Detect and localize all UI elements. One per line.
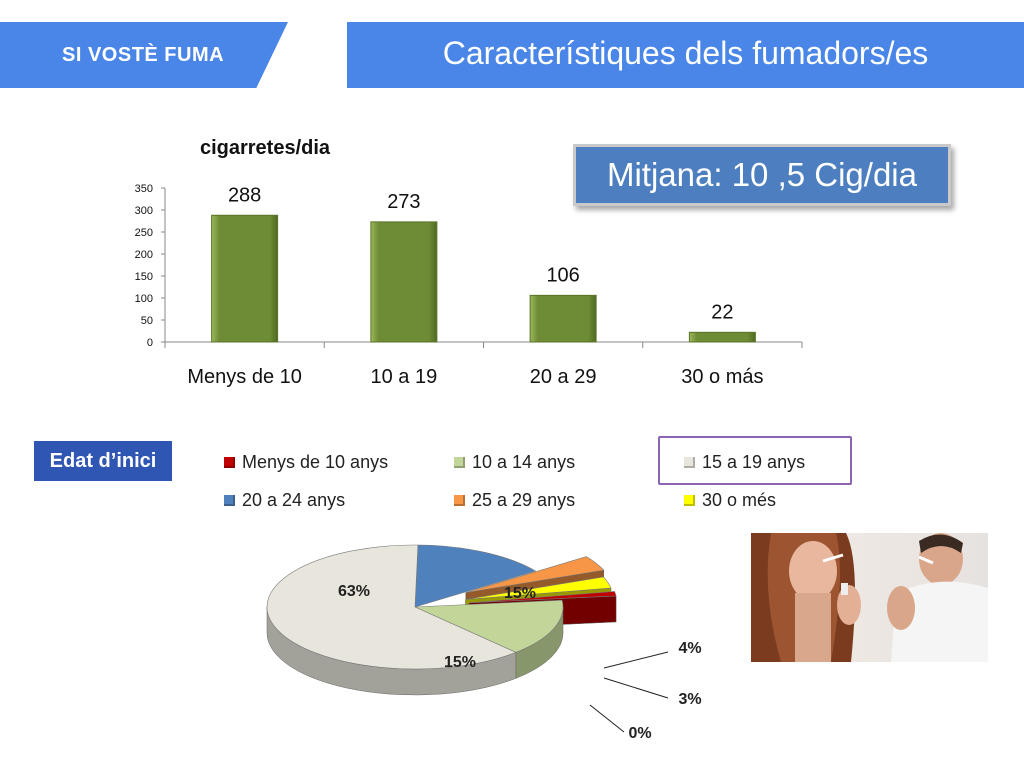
- legend-item: 30 o més: [684, 489, 776, 511]
- legend-swatch: [684, 495, 695, 506]
- y-tick-label: 50: [141, 315, 153, 327]
- legend-label: 20 a 24 anys: [242, 490, 346, 510]
- bar: [211, 214, 279, 343]
- bar-value-label: 273: [387, 191, 420, 213]
- legend-swatch: [224, 495, 235, 506]
- y-tick-label: 100: [135, 293, 153, 305]
- legend-label: 30 o més: [702, 490, 777, 510]
- legend-item: Menys de 10 anys: [224, 451, 388, 473]
- page-title: Característiques dels fumadors/es: [442, 35, 929, 71]
- y-tick-label: 250: [135, 227, 153, 239]
- y-tick-label: 150: [135, 271, 153, 283]
- y-tick-label: 300: [135, 205, 153, 217]
- legend-label: 25 a 29 anys: [472, 490, 576, 510]
- section-tag: SI VOSTÈ FUMA: [0, 22, 288, 88]
- bar: [529, 294, 597, 343]
- bar-value-label: 22: [711, 301, 733, 323]
- legend-swatch: [684, 457, 695, 468]
- category-label: 30 o más: [681, 366, 763, 388]
- category-label: Menys de 10: [187, 366, 302, 388]
- bar-value-label: 106: [546, 264, 579, 286]
- bar-chart-title: cigarretes/dia: [200, 137, 331, 159]
- title-bar: Característiques dels fumadors/es: [347, 22, 1024, 88]
- y-tick-label: 350: [135, 183, 153, 195]
- legend-label: 15 a 19 anys: [702, 452, 806, 472]
- mean-callout: Mitjana: 10 ,5 Cig/dia: [573, 144, 951, 206]
- y-tick-label: 0: [147, 337, 153, 349]
- smokers-photo: [751, 533, 988, 662]
- legend-swatch: [454, 495, 465, 506]
- category-label: 20 a 29: [530, 366, 597, 388]
- bar-value-label: 288: [228, 184, 261, 206]
- legend-item: 10 a 14 anys: [454, 451, 575, 473]
- y-tick-label: 200: [135, 249, 153, 261]
- legend-label: Menys de 10 anys: [242, 452, 389, 472]
- legend-swatch: [224, 457, 235, 468]
- legend-highlight-box: [658, 436, 852, 485]
- section-tag-label: SI VOSTÈ FUMA: [62, 44, 225, 66]
- legend-item: 20 a 24 anys: [224, 489, 345, 511]
- legend-item: 15 a 19 anys: [684, 451, 805, 473]
- bar: [688, 331, 756, 343]
- bar: [370, 221, 438, 343]
- legend-label: 10 a 14 anys: [472, 452, 576, 472]
- legend-item: 25 a 29 anys: [454, 489, 575, 511]
- legend-swatch: [454, 457, 465, 468]
- age-start-label: Edat d’inici: [34, 441, 172, 481]
- category-label: 10 a 19: [371, 366, 438, 388]
